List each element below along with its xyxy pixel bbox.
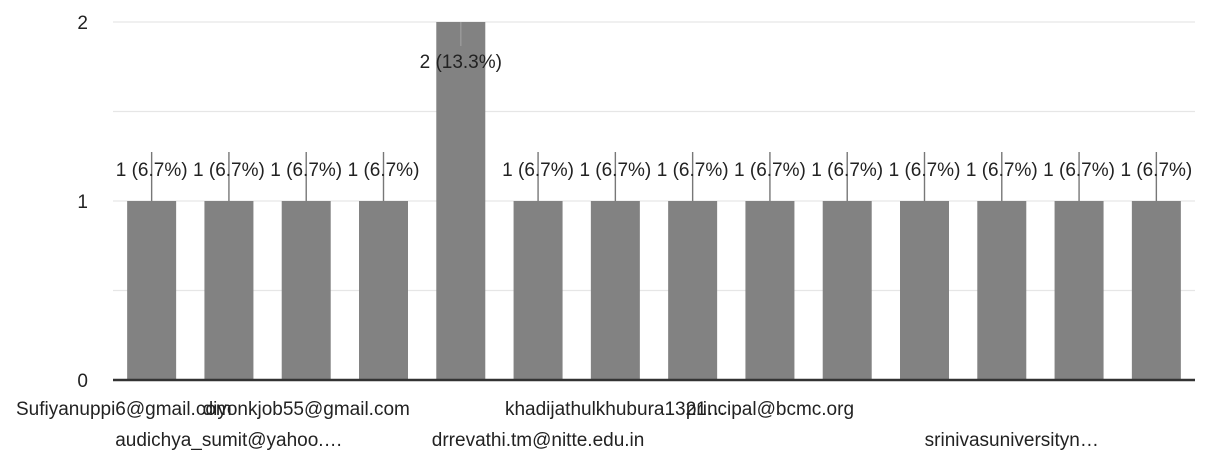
bar[interactable] [127, 201, 177, 380]
bar[interactable] [977, 201, 1027, 380]
y-tick-label: 0 [77, 371, 88, 392]
data-label: 1 (6.7%) [734, 160, 806, 181]
data-label: 1 (6.7%) [579, 160, 651, 181]
x-category-label: principal@bcmc.org [686, 399, 854, 420]
data-label: 2 (13.3%) [420, 52, 502, 73]
data-label: 1 (6.7%) [811, 160, 883, 181]
data-label: 1 (6.7%) [889, 160, 961, 181]
x-axis-labels: Sufiyanuppi6@gmail.com audichya_sumit@yah… [16, 399, 1099, 451]
x-category-label: Sufiyanuppi6@gmail.com [16, 399, 232, 420]
data-label: 1 (6.7%) [966, 160, 1038, 181]
bar[interactable] [900, 201, 949, 380]
data-label: 1 (6.7%) [270, 160, 342, 181]
bar[interactable] [1131, 201, 1181, 380]
bar[interactable] [281, 201, 331, 380]
data-label: 1 (6.7%) [193, 160, 265, 181]
bar[interactable] [822, 201, 872, 380]
data-label: 1 (6.7%) [348, 160, 420, 181]
x-category-label: diyonkjob55@gmail.com [203, 399, 410, 420]
x-category-label: drrevathi.tm@nitte.edu.in [432, 430, 645, 451]
data-label: 1 (6.7%) [116, 160, 188, 181]
bar[interactable] [436, 22, 486, 380]
label-leaders [150, 22, 1158, 201]
y-tick-label: 1 [77, 192, 88, 213]
x-category-label: audichya_sumit@yahoo.… [115, 430, 342, 451]
bar[interactable] [359, 201, 408, 380]
bar[interactable] [513, 201, 563, 380]
y-tick-label: 2 [77, 13, 88, 34]
data-label: 1 (6.7%) [1043, 160, 1115, 181]
bar[interactable] [668, 201, 718, 380]
data-label: 1 (6.7%) [1120, 160, 1192, 181]
bar[interactable] [1054, 201, 1104, 380]
gridlines [113, 21, 1195, 292]
data-labels: 1 (6.7%) 1 (6.7%) 1 (6.7%) 1 (6.7%)2 (13.3%… [116, 52, 1193, 181]
bar[interactable] [590, 201, 640, 380]
x-category-label: khadijathulkhubura1321… [505, 399, 726, 420]
data-label: 1 (6.7%) [502, 160, 574, 181]
bar[interactable] [745, 201, 795, 380]
bar[interactable] [204, 201, 254, 380]
y-axis-ticks: 0 1 2 [77, 13, 88, 392]
data-label: 1 (6.7%) [657, 160, 729, 181]
bars [127, 22, 1181, 380]
x-category-label: srinivasuniversityn… [925, 430, 1099, 451]
